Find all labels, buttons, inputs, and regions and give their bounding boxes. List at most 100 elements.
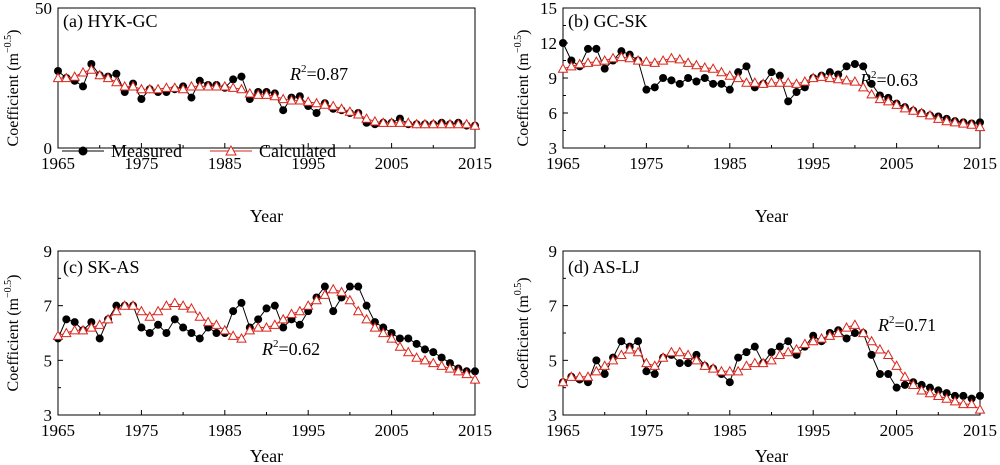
calculated-point [377,327,389,338]
legend-measured-label: Measured [111,141,182,161]
measured-point [70,318,79,327]
calculated-point [699,360,711,370]
y-tick-label: 50 [35,0,52,18]
calculated-point [799,75,811,86]
calculated-point [352,108,364,119]
calculated-point [607,52,619,63]
measured-point [617,337,626,346]
calculated-point [252,322,264,332]
measured-point [742,348,751,357]
x-tick-label: 1965 [41,421,75,440]
measured-point [667,76,676,85]
calculated-point [219,324,231,335]
measured-point [684,74,693,82]
calculated-point [277,313,289,324]
calculated-point [716,66,727,77]
r-squared-annotation: R2=0.62 [261,338,320,359]
x-tick-label: 1965 [41,154,75,173]
x-axis-label: Year [250,446,283,465]
y-tick-label: 3 [549,139,558,158]
x-tick-label: 1985 [208,421,242,440]
series-calculated [52,283,481,384]
x-tick-label: 2005 [880,154,914,173]
measured-point [775,71,784,80]
calculated-point [791,343,802,354]
measured-point [767,68,776,77]
measured-point [767,348,776,357]
y-tick-label: 5 [549,351,558,370]
calculated-point [77,66,89,77]
calculated-point [716,365,727,376]
measured-point [429,348,438,357]
calculated-point [807,335,819,346]
calculated-point [294,305,306,316]
calculated-point [269,90,281,101]
calculated-point [236,83,247,94]
calculated-point [394,341,406,351]
calculated-point [816,71,827,81]
calculated-point [707,63,719,73]
calculated-point [186,80,197,91]
calculated-point [974,121,986,132]
calculated-point [591,365,602,376]
measured-point [867,350,876,359]
calculated-point [144,83,156,94]
calculated-point [60,72,72,83]
x-tick-label: 1995 [796,154,830,173]
calculated-point [632,346,644,357]
x-axis-label: Year [755,206,788,226]
calculated-point [565,60,577,71]
calculated-point [557,63,569,73]
measured-point [471,367,479,376]
calculated-point [774,77,786,87]
measured-point [567,56,576,65]
measured-point [742,62,751,71]
calculated-point [782,346,794,357]
calculated-point [724,70,736,80]
x-tick-label: 1965 [546,421,580,440]
measured-point [734,68,743,77]
calculated-point [294,94,306,105]
calculated-point [469,120,481,130]
calculated-point [641,357,652,368]
measured-point [312,109,321,117]
calculated-point [649,360,661,370]
calculated-point [832,327,844,338]
measured-point [850,60,859,68]
legend: Measured Calculated [62,141,336,161]
measured-point [137,95,146,103]
calculated-point [261,89,272,99]
calculated-point [394,117,406,127]
measured-point [734,353,743,362]
calculated-point [452,365,464,376]
measured-point [709,79,718,88]
y-axis-label: Coefficient (m−0.5) [3,30,22,147]
calculated-point [60,327,72,338]
calculated-point [599,54,611,65]
calculated-point [411,352,422,362]
calculated-point [269,319,281,329]
calculated-point [144,311,156,321]
calculated-point [941,115,952,126]
calculated-point [799,338,811,349]
measured-point [412,339,421,348]
measured-point [329,307,338,316]
calculated-point [86,322,97,332]
legend-calculated-label: Calculated [259,141,336,161]
calculated-point [344,106,356,116]
calculated-point [824,330,836,340]
calculated-point [649,57,661,67]
calculated-point [319,289,331,299]
calculated-point [169,297,181,308]
calculated-point [857,81,869,92]
calculated-point [352,305,364,316]
calculated-point [749,77,761,87]
x-tick-label: 1985 [713,154,747,173]
calculated-point [874,93,886,104]
x-tick-label: 2015 [963,154,997,173]
calculated-point [369,115,381,126]
chart-panel-4: 1965 1975 1985 1995 2005 2015 3 5 7 9 Year Coeffici… [513,242,997,465]
x-tick-label: 1985 [713,421,747,440]
measured-point [87,60,96,68]
calculated-point [899,371,911,381]
